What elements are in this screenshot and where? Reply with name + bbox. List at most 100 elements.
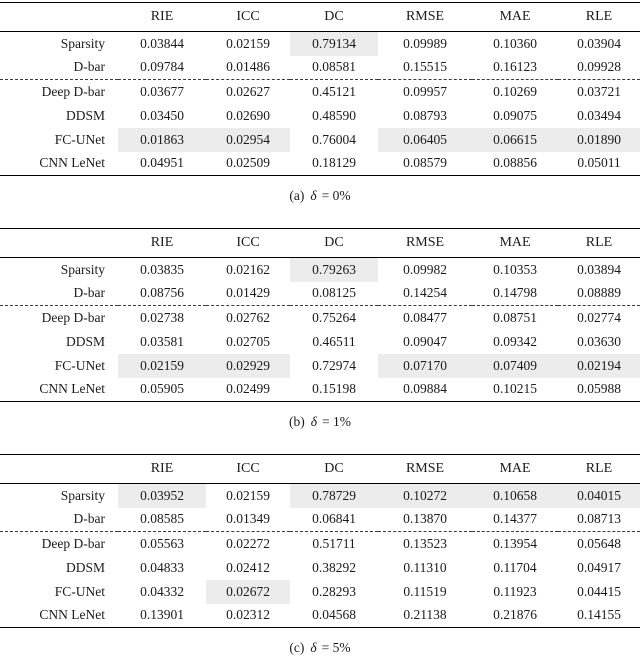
- row-label-sparsity: Sparsity: [60, 487, 105, 503]
- table-row-sparsity: Sparsity 0.03952 0.02159 0.78729 0.10272 0.10…: [0, 483, 640, 508]
- metric-cell: 0.09957: [378, 79, 472, 104]
- metric-cell: 0.03904: [577, 35, 621, 51]
- table-row-fc-unet: FC-UNet 0.04332 0.02672 0.28293 0.11519 0.119…: [0, 579, 640, 604]
- metric-cell: 0.01486: [226, 59, 270, 75]
- metric-cell: 0.04917: [577, 559, 621, 575]
- metric-cell: 0.03894: [577, 261, 621, 277]
- metric-cell: 0.08856: [493, 155, 537, 171]
- metric-cell: 0.04951: [140, 155, 184, 171]
- column-header-rie: RIE: [150, 9, 174, 24]
- column-header-dc: DC: [324, 9, 344, 24]
- metric-cell: 0.01349: [226, 511, 270, 527]
- column-header-mae: MAE: [499, 235, 531, 250]
- metric-cell: 0.02272: [206, 531, 290, 556]
- metric-cell-highlighted: 0.06615: [472, 127, 558, 152]
- metric-cell: 0.09075: [493, 107, 537, 123]
- metric-cell: 0.02159: [226, 35, 270, 51]
- table-row-cnn-lenet: CNN LeNet 0.05905 0.02499 0.15198 0.09884 0.1…: [0, 378, 640, 402]
- metric-cell: 0.02738: [118, 305, 206, 330]
- row-label-fc-unet: FC-UNet: [54, 583, 105, 599]
- caption-label: (a): [289, 188, 305, 203]
- row-label-deep-d-bar: Deep D-bar: [0, 79, 118, 104]
- table-header-a: RIE ICC DC RMSE MAE RLE: [0, 3, 640, 32]
- metric-cell-highlighted: 0.02159: [118, 353, 206, 378]
- metric-cell: 0.09784: [140, 59, 184, 75]
- metric-cell: 0.08585: [140, 511, 184, 527]
- table-caption-c: (c) δ = 5%: [0, 639, 640, 657]
- caption-label: (c): [289, 640, 305, 655]
- metric-cell: 0.48590: [312, 107, 356, 123]
- metric-cell: 0.02499: [226, 381, 270, 397]
- metric-cell-highlighted: 0.02954: [206, 127, 290, 152]
- metric-cell: 0.38292: [312, 559, 356, 575]
- column-header-rle: RLE: [585, 461, 613, 476]
- metric-cell-highlighted: 0.10658: [472, 483, 558, 508]
- metric-cell-highlighted: 0.03952: [118, 483, 206, 508]
- metric-cell: 0.02412: [226, 559, 270, 575]
- table-row-fc-unet: FC-UNet 0.02159 0.02929 0.72974 0.07170 0.074…: [0, 353, 640, 378]
- metrics-table-c: RIE ICC DC RMSE MAE RLE Sparsity 0.03952 0.02159…: [0, 454, 640, 628]
- metric-cell-highlighted: 0.10272: [378, 483, 472, 508]
- metric-cell: 0.46511: [312, 333, 356, 349]
- row-label-ddsm: DDSM: [65, 107, 105, 123]
- metric-cell: 0.05905: [140, 381, 184, 397]
- table-caption-b: (b) δ = 1%: [0, 413, 640, 431]
- column-header-icc: ICC: [236, 461, 260, 476]
- metric-cell: 0.05563: [118, 531, 206, 556]
- metric-cell: 0.08581: [312, 59, 356, 75]
- table-row-cnn-lenet: CNN LeNet 0.04951 0.02509 0.18129 0.08579 0.0…: [0, 152, 640, 176]
- metric-cell: 0.08579: [403, 155, 447, 171]
- metric-cell: 0.08793: [403, 107, 447, 123]
- table-body-b: Sparsity 0.03835 0.02162 0.79263 0.09982 0.10…: [0, 257, 640, 402]
- column-header-mae: MAE: [499, 461, 531, 476]
- metric-cell: 0.03450: [140, 107, 184, 123]
- metric-cell: 0.09982: [403, 261, 447, 277]
- caption-label: (b): [288, 414, 305, 429]
- table-body-c: Sparsity 0.03952 0.02159 0.78729 0.10272 0.10…: [0, 483, 640, 628]
- metric-cell-highlighted: 0.02672: [206, 579, 290, 604]
- metric-cell: 0.08125: [312, 285, 356, 301]
- table-row-d-bar: D-bar 0.08585 0.01349 0.06841 0.13870 0.14377…: [0, 508, 640, 532]
- metric-cell: 0.14798: [493, 285, 537, 301]
- metric-cell-highlighted: 0.07409: [472, 353, 558, 378]
- column-header-rle: RLE: [585, 9, 613, 24]
- column-header-rie: RIE: [150, 461, 174, 476]
- metrics-table-b: RIE ICC DC RMSE MAE RLE Sparsity 0.03835 0.02162…: [0, 228, 640, 402]
- metric-cell: 0.14254: [403, 285, 447, 301]
- metric-cell: 0.14155: [577, 607, 621, 623]
- paper-metrics-tables-page: RIE ICC DC RMSE MAE RLE Sparsity 0.03844 0.02159…: [0, 2, 640, 657]
- metric-cell-highlighted: 0.79263: [290, 257, 378, 282]
- metric-cell: 0.03721: [558, 79, 640, 104]
- column-header-dc: DC: [324, 461, 344, 476]
- metric-cell: 0.10353: [493, 261, 537, 277]
- caption-delta-symbol: δ: [310, 640, 317, 655]
- metric-cell: 0.08889: [577, 285, 621, 301]
- metric-cell: 0.02627: [206, 79, 290, 104]
- metric-cell-highlighted: 0.79134: [290, 31, 378, 56]
- row-label-fc-unet: FC-UNet: [54, 357, 105, 373]
- metric-cell-highlighted: 0.04015: [558, 483, 640, 508]
- metric-cell: 0.08713: [577, 511, 621, 527]
- table-section-b: RIE ICC DC RMSE MAE RLE Sparsity 0.03835 0.02162…: [0, 228, 640, 431]
- column-header-rmse: RMSE: [405, 9, 445, 24]
- metric-cell: 0.15515: [403, 59, 447, 75]
- metric-cell-highlighted: 0.07170: [378, 353, 472, 378]
- corner-cell: [0, 455, 118, 484]
- caption-delta-symbol: δ: [310, 414, 318, 429]
- table-row-cnn-lenet: CNN LeNet 0.13901 0.02312 0.04568 0.21138 0.2…: [0, 604, 640, 628]
- row-label-d-bar: D-bar: [73, 59, 105, 75]
- table-row-sparsity: Sparsity 0.03835 0.02162 0.79263 0.09982 0.10…: [0, 257, 640, 282]
- corner-cell: [0, 229, 118, 258]
- metric-cell: 0.08756: [140, 285, 184, 301]
- metric-cell: 0.72974: [312, 357, 356, 373]
- row-label-ddsm: DDSM: [65, 333, 105, 349]
- metric-cell: 0.45121: [290, 79, 378, 104]
- column-header-dc: DC: [324, 235, 344, 250]
- table-section-a: RIE ICC DC RMSE MAE RLE Sparsity 0.03844 0.02159…: [0, 2, 640, 205]
- column-header-icc: ICC: [236, 9, 260, 24]
- metric-cell: 0.08751: [472, 305, 558, 330]
- metric-cell: 0.03844: [140, 35, 184, 51]
- table-row-deep-d-bar: Deep D-bar 0.05563 0.02272 0.51711 0.13523 0.…: [0, 531, 640, 556]
- row-label-deep-d-bar: Deep D-bar: [0, 531, 118, 556]
- table-caption-a: (a) δ = 0%: [0, 187, 640, 205]
